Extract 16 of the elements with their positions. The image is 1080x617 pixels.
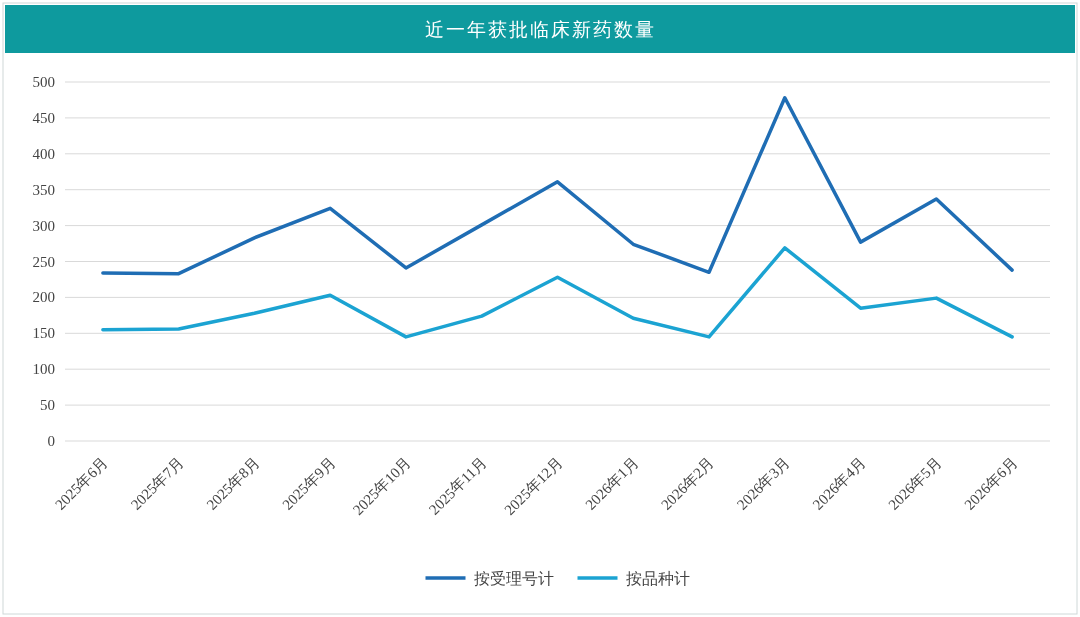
y-tick-label: 200: [32, 289, 55, 306]
y-tick-label: 150: [32, 325, 55, 342]
y-tick-label: 500: [32, 74, 55, 90]
chart-title: 近一年获批临床新药数量: [424, 19, 656, 40]
legend-label: 按受理号计: [473, 570, 554, 587]
line-series: [101, 246, 1014, 339]
y-tick-label: 100: [32, 361, 55, 378]
y-tick-label: 50: [40, 397, 55, 414]
y-tick-label: 450: [32, 109, 55, 126]
line-series: [101, 96, 1014, 276]
y-tick-label: 0: [47, 433, 55, 449]
y-tick-label: 350: [32, 181, 55, 198]
legend-label: 按品种计: [625, 570, 690, 587]
y-tick-label: 250: [32, 253, 55, 270]
y-tick-label: 300: [32, 217, 55, 234]
y-tick-label: 400: [32, 145, 55, 162]
